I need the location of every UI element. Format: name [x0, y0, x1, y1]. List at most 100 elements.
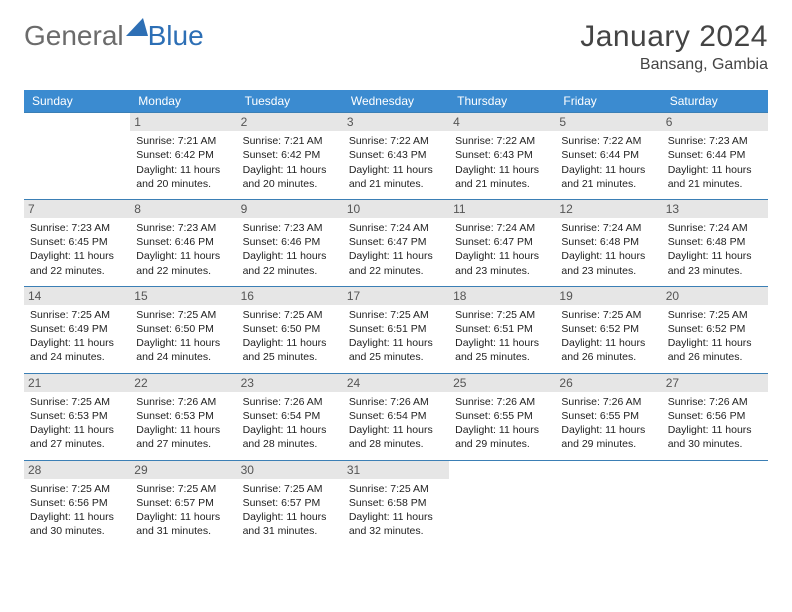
cell-sunrise: Sunrise: 7:26 AM [455, 395, 549, 409]
cell-sunset: Sunset: 6:56 PM [30, 496, 124, 510]
cell-sunrise: Sunrise: 7:26 AM [243, 395, 337, 409]
cell-dl1: Daylight: 11 hours [561, 423, 655, 437]
header: General Blue January 2024 Bansang, Gambi… [24, 20, 768, 74]
weekday-header: Friday [555, 90, 661, 113]
cell-sunrise: Sunrise: 7:25 AM [30, 395, 124, 409]
cell-sunrise: Sunrise: 7:24 AM [668, 221, 762, 235]
cell-sunset: Sunset: 6:53 PM [30, 409, 124, 423]
cell-dl1: Daylight: 11 hours [136, 423, 230, 437]
day-number: 25 [449, 374, 555, 392]
calendar-body: 1Sunrise: 7:21 AMSunset: 6:42 PMDaylight… [24, 113, 768, 547]
day-number: 23 [237, 374, 343, 392]
cell-dl2: and 21 minutes. [561, 177, 655, 191]
cell-dl1: Daylight: 11 hours [668, 163, 762, 177]
day-number: 27 [662, 374, 768, 392]
day-number: 14 [24, 287, 130, 305]
cell-dl1: Daylight: 11 hours [349, 510, 443, 524]
weekday-header: Saturday [662, 90, 768, 113]
cell-dl2: and 23 minutes. [455, 264, 549, 278]
day-number: 19 [555, 287, 661, 305]
day-number: 7 [24, 200, 130, 218]
calendar-cell: 2Sunrise: 7:21 AMSunset: 6:42 PMDaylight… [237, 113, 343, 200]
cell-dl2: and 27 minutes. [136, 437, 230, 451]
cell-dl2: and 26 minutes. [668, 350, 762, 364]
day-number: 17 [343, 287, 449, 305]
calendar-cell: 30Sunrise: 7:25 AMSunset: 6:57 PMDayligh… [237, 460, 343, 546]
cell-dl1: Daylight: 11 hours [30, 510, 124, 524]
cell-dl2: and 22 minutes. [136, 264, 230, 278]
weekday-header: Tuesday [237, 90, 343, 113]
cell-sunrise: Sunrise: 7:25 AM [30, 308, 124, 322]
cell-sunrise: Sunrise: 7:21 AM [136, 134, 230, 148]
day-number: 8 [130, 200, 236, 218]
cell-sunrise: Sunrise: 7:25 AM [561, 308, 655, 322]
calendar-row: 1Sunrise: 7:21 AMSunset: 6:42 PMDaylight… [24, 113, 768, 200]
cell-dl2: and 22 minutes. [349, 264, 443, 278]
calendar-cell [24, 113, 130, 200]
calendar-cell: 16Sunrise: 7:25 AMSunset: 6:50 PMDayligh… [237, 286, 343, 373]
day-number: 11 [449, 200, 555, 218]
logo-text-blue: Blue [148, 20, 204, 52]
calendar-cell: 23Sunrise: 7:26 AMSunset: 6:54 PMDayligh… [237, 373, 343, 460]
cell-dl2: and 25 minutes. [349, 350, 443, 364]
cell-sunrise: Sunrise: 7:23 AM [136, 221, 230, 235]
cell-dl2: and 24 minutes. [136, 350, 230, 364]
calendar-cell: 1Sunrise: 7:21 AMSunset: 6:42 PMDaylight… [130, 113, 236, 200]
calendar-cell: 9Sunrise: 7:23 AMSunset: 6:46 PMDaylight… [237, 199, 343, 286]
calendar-cell: 28Sunrise: 7:25 AMSunset: 6:56 PMDayligh… [24, 460, 130, 546]
cell-sunrise: Sunrise: 7:25 AM [136, 482, 230, 496]
cell-dl1: Daylight: 11 hours [561, 163, 655, 177]
day-number: 15 [130, 287, 236, 305]
cell-dl2: and 23 minutes. [668, 264, 762, 278]
day-number: 20 [662, 287, 768, 305]
cell-sunset: Sunset: 6:51 PM [349, 322, 443, 336]
day-number: 18 [449, 287, 555, 305]
cell-sunset: Sunset: 6:58 PM [349, 496, 443, 510]
cell-dl2: and 24 minutes. [30, 350, 124, 364]
calendar-cell: 25Sunrise: 7:26 AMSunset: 6:55 PMDayligh… [449, 373, 555, 460]
cell-dl1: Daylight: 11 hours [668, 249, 762, 263]
calendar-cell: 19Sunrise: 7:25 AMSunset: 6:52 PMDayligh… [555, 286, 661, 373]
day-number: 31 [343, 461, 449, 479]
cell-dl2: and 32 minutes. [349, 524, 443, 538]
calendar-row: 7Sunrise: 7:23 AMSunset: 6:45 PMDaylight… [24, 199, 768, 286]
cell-sunrise: Sunrise: 7:22 AM [349, 134, 443, 148]
cell-sunrise: Sunrise: 7:23 AM [30, 221, 124, 235]
cell-dl1: Daylight: 11 hours [30, 423, 124, 437]
calendar-cell: 3Sunrise: 7:22 AMSunset: 6:43 PMDaylight… [343, 113, 449, 200]
cell-dl1: Daylight: 11 hours [455, 336, 549, 350]
cell-sunrise: Sunrise: 7:25 AM [349, 308, 443, 322]
cell-dl1: Daylight: 11 hours [243, 336, 337, 350]
cell-dl2: and 26 minutes. [561, 350, 655, 364]
cell-dl2: and 20 minutes. [243, 177, 337, 191]
cell-dl1: Daylight: 11 hours [561, 249, 655, 263]
cell-dl1: Daylight: 11 hours [136, 249, 230, 263]
day-number: 2 [237, 113, 343, 131]
calendar-cell: 27Sunrise: 7:26 AMSunset: 6:56 PMDayligh… [662, 373, 768, 460]
logo-triangle-icon [126, 18, 148, 42]
cell-sunset: Sunset: 6:47 PM [349, 235, 443, 249]
cell-sunset: Sunset: 6:53 PM [136, 409, 230, 423]
logo-text-general: General [24, 20, 124, 52]
calendar-cell: 6Sunrise: 7:23 AMSunset: 6:44 PMDaylight… [662, 113, 768, 200]
cell-sunset: Sunset: 6:48 PM [561, 235, 655, 249]
cell-dl2: and 28 minutes. [349, 437, 443, 451]
title-month: January 2024 [580, 20, 768, 54]
calendar-cell: 13Sunrise: 7:24 AMSunset: 6:48 PMDayligh… [662, 199, 768, 286]
cell-sunset: Sunset: 6:54 PM [243, 409, 337, 423]
cell-sunset: Sunset: 6:52 PM [561, 322, 655, 336]
calendar-cell: 11Sunrise: 7:24 AMSunset: 6:47 PMDayligh… [449, 199, 555, 286]
cell-dl2: and 25 minutes. [243, 350, 337, 364]
cell-dl2: and 29 minutes. [455, 437, 549, 451]
calendar-cell: 5Sunrise: 7:22 AMSunset: 6:44 PMDaylight… [555, 113, 661, 200]
title-block: January 2024 Bansang, Gambia [580, 20, 768, 74]
calendar-cell: 22Sunrise: 7:26 AMSunset: 6:53 PMDayligh… [130, 373, 236, 460]
day-number: 12 [555, 200, 661, 218]
calendar-cell: 14Sunrise: 7:25 AMSunset: 6:49 PMDayligh… [24, 286, 130, 373]
cell-sunset: Sunset: 6:45 PM [30, 235, 124, 249]
day-number: 4 [449, 113, 555, 131]
cell-dl2: and 28 minutes. [243, 437, 337, 451]
cell-sunrise: Sunrise: 7:25 AM [136, 308, 230, 322]
cell-sunrise: Sunrise: 7:23 AM [243, 221, 337, 235]
cell-dl1: Daylight: 11 hours [349, 163, 443, 177]
